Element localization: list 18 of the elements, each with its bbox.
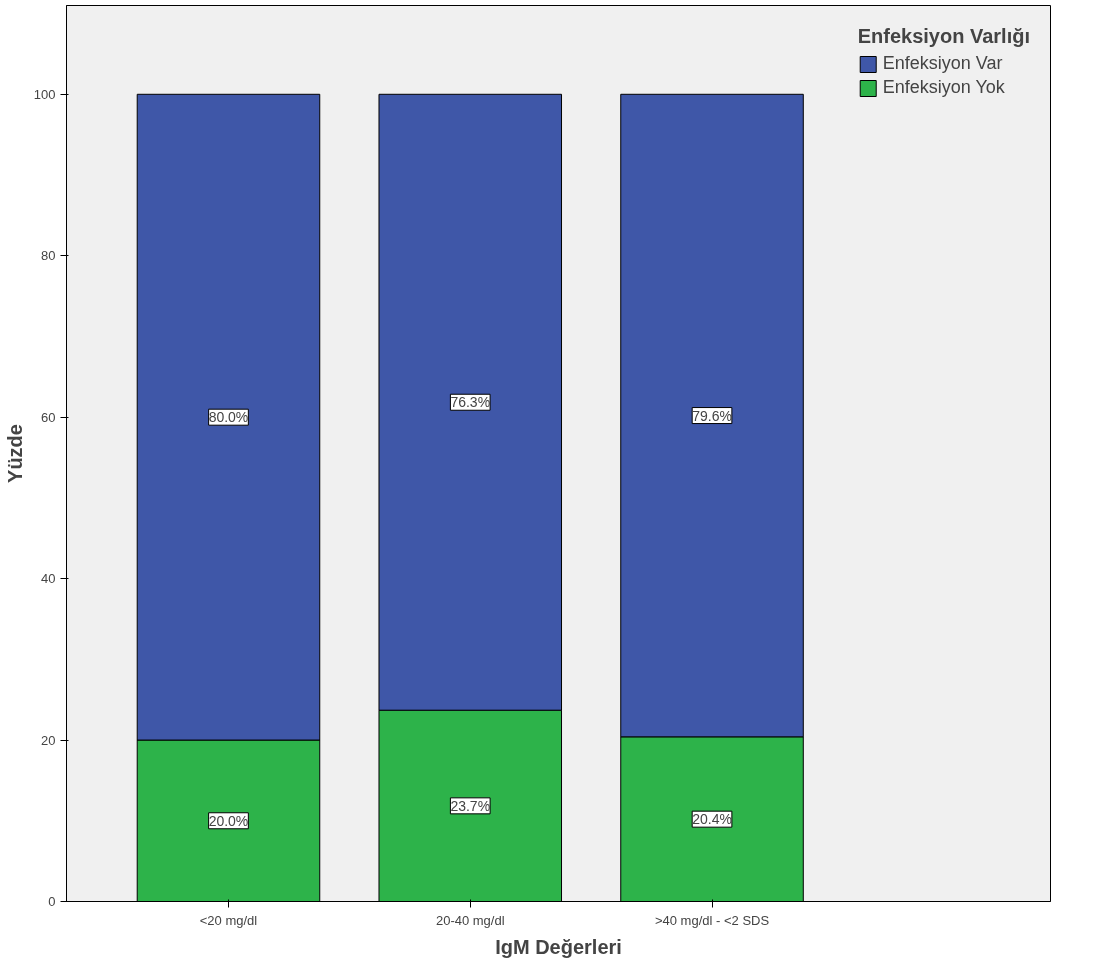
y-axis-title: Yüzde <box>3 424 26 483</box>
legend-label: Enfeksiyon Yok <box>882 77 1005 98</box>
legend-title: Enfeksiyon Varlığı <box>857 25 1030 48</box>
legend-label: Enfeksiyon Var <box>882 53 1003 74</box>
y-tick-label: 100 <box>33 86 56 102</box>
x-tick-label: <20 mg/dl <box>199 912 258 928</box>
x-tick-label: 20-40 mg/dl <box>435 912 505 928</box>
y-tick-label: 0 <box>48 894 56 909</box>
data-label: 23.7% <box>450 797 491 814</box>
y-tick-label: 40 <box>41 571 56 587</box>
x-axis-title: IgM Değerleri <box>495 935 622 958</box>
data-label: 76.3% <box>450 394 491 411</box>
data-label: 80.0% <box>208 409 249 426</box>
x-tick-label: >40 mg/dl - <2 SDS <box>654 912 770 928</box>
y-tick-label: 20 <box>41 732 56 748</box>
y-tick-label: 60 <box>41 409 56 425</box>
y-tick-label: 80 <box>41 248 56 264</box>
data-label: 20.0% <box>208 812 249 829</box>
